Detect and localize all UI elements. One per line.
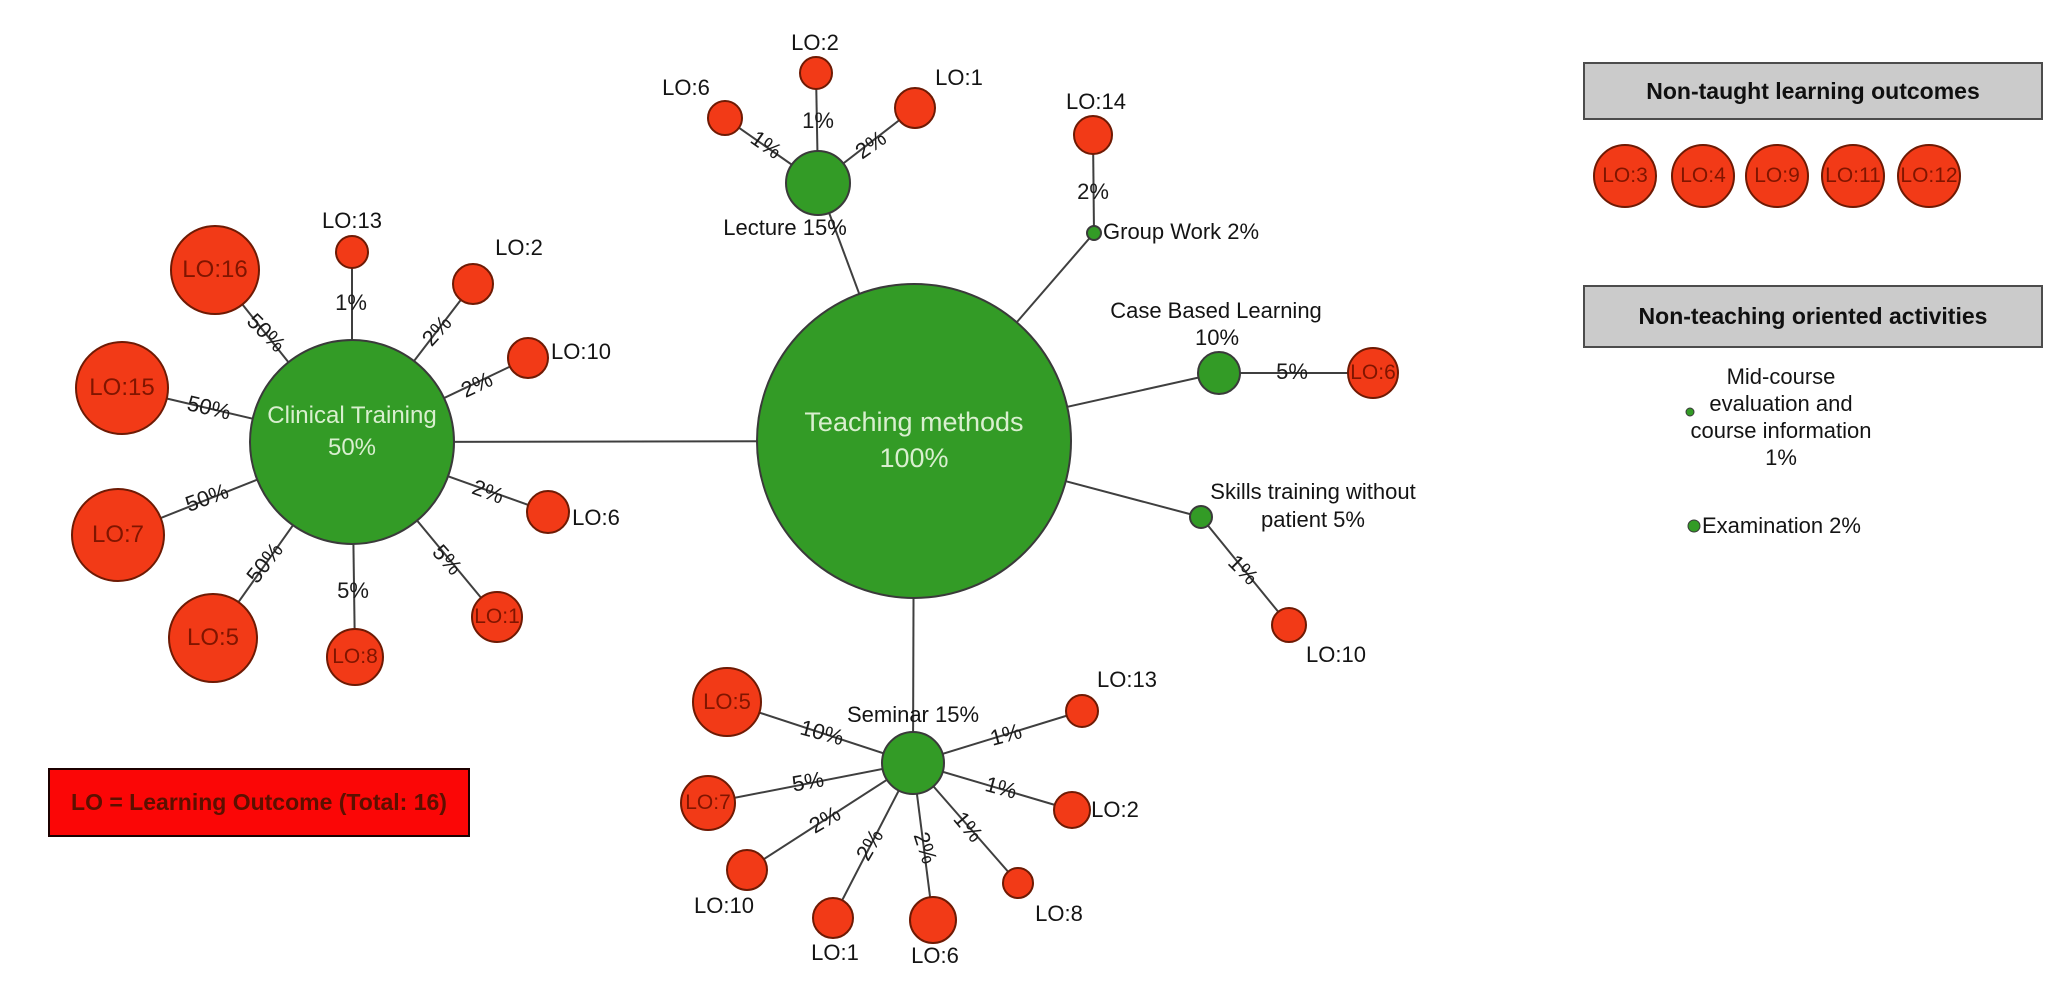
mid-course-line3: course information — [1690, 418, 1872, 443]
non-taught-header: Non-taught learning outcomes — [1583, 62, 2043, 120]
mid-course-line2: evaluation and — [1709, 391, 1853, 416]
outcome-circle-lo2-lecture — [799, 56, 833, 90]
seminar-label: Seminar 15% — [846, 702, 980, 727]
node-clinical-training: Clinical Training 50% — [249, 339, 455, 545]
outcome-circle-lo8-seminar — [1002, 867, 1034, 899]
outcome-label-lo1-lecture: LO:1 — [935, 65, 983, 90]
outcome-circle-lo6-casebased: LO:6 — [1347, 347, 1399, 399]
edge — [707, 762, 914, 804]
outcome-circle-lo10-skills — [1271, 607, 1307, 643]
outcome-circle-lo14-groupwork — [1073, 115, 1113, 155]
outcome-label-lo10-clinical: LO:10 — [551, 339, 611, 364]
outcome-label-lo2-clinical: LO:2 — [495, 235, 543, 260]
outcome-label-lo6-lecture: LO:6 — [662, 75, 710, 100]
edge-percent: 5% — [790, 766, 826, 797]
outcome-label: LO:11 — [1825, 164, 1881, 188]
skills-training-label-line1: Skills training without — [1210, 479, 1416, 504]
lecture-label: Lecture 15% — [723, 215, 847, 240]
outcome-label-lo1-seminar: LO:1 — [811, 940, 859, 965]
outcome-label: LO:3 — [1602, 164, 1648, 188]
outcome-label: LO:12 — [1900, 164, 1958, 188]
outcome-label: LO:4 — [1680, 164, 1726, 188]
mid-course-label: Mid-course evaluation and course informa… — [1691, 363, 1872, 471]
outcome-label-lo2-lecture: LO:2 — [791, 30, 839, 55]
outcome-circle-lo5-clinical: LO:5 — [168, 593, 258, 683]
teaching-methods-label: Teaching methods — [804, 407, 1024, 438]
node-group-work — [1086, 225, 1102, 241]
non-teaching-header: Non-teaching oriented activities — [1583, 285, 2043, 348]
outcome-circle-lo16-clinical: LO:16 — [170, 225, 260, 315]
outcome-label-lo14-groupwork: LO:14 — [1066, 89, 1126, 114]
outcome-circle-lo8-clinical: LO:8 — [326, 628, 384, 686]
outcome-label: LO:15 — [89, 373, 155, 401]
outcome-circle-lo3-nontaught: LO:3 — [1593, 144, 1657, 208]
node-skills-training — [1189, 505, 1213, 529]
outcome-circle-lo1-clinical: LO:1 — [471, 591, 523, 643]
outcome-circle-lo7-seminar: LO:7 — [680, 775, 736, 831]
edge-percent: 1% — [802, 108, 834, 133]
outcome-label-lo8-seminar: LO:8 — [1035, 901, 1083, 926]
outcome-circle-lo7-clinical: LO:7 — [71, 488, 165, 582]
outcome-label-lo2-seminar: LO:2 — [1091, 797, 1139, 822]
examination-label: Examination 2% — [1702, 513, 1861, 538]
outcome-circle-lo6-seminar — [909, 896, 957, 944]
outcome-label: LO:6 — [1350, 361, 1396, 385]
outcome-circle-lo13-seminar — [1065, 694, 1099, 728]
outcome-label: LO:1 — [474, 605, 520, 629]
non-taught-header-label: Non-taught learning outcomes — [1646, 77, 1980, 104]
outcome-circle-lo2-seminar — [1053, 791, 1091, 829]
node-lecture — [785, 150, 851, 216]
outcome-label-lo10-seminar: LO:10 — [694, 893, 754, 918]
outcome-circle-lo1-lecture — [894, 87, 936, 129]
outcome-label: LO:16 — [182, 255, 248, 283]
non-teaching-header-label: Non-teaching oriented activities — [1638, 303, 1988, 329]
skills-training-label-line2: patient 5% — [1261, 507, 1365, 532]
outcome-label-lo6-seminar: LO:6 — [911, 943, 959, 968]
edge — [1200, 516, 1290, 626]
edge-percent: 5% — [1276, 359, 1308, 384]
outcome-circle-lo12-nontaught: LO:12 — [1897, 144, 1961, 208]
node-case-based-learning — [1197, 351, 1241, 395]
outcome-circle-lo15-clinical: LO:15 — [75, 341, 169, 435]
legend-text: LO = Learning Outcome (Total: 16) — [71, 789, 447, 815]
legend-box: LO = Learning Outcome (Total: 16) — [48, 768, 470, 837]
teaching-methods-percent: 100% — [879, 443, 949, 473]
outcome-label: LO:9 — [1754, 164, 1800, 188]
case-based-learning-label: Case Based Learning — [1110, 298, 1322, 323]
outcome-circle-lo1-seminar — [812, 897, 854, 939]
node-teaching-methods: Teaching methods 100% — [756, 283, 1072, 599]
outcome-circle-lo10-clinical — [507, 337, 549, 379]
mid-course-percent: 1% — [1765, 445, 1797, 470]
outcome-label: LO:7 — [685, 791, 731, 815]
outcome-circle-lo5-seminar: LO:5 — [692, 667, 762, 737]
outcome-circle-lo6-clinical — [526, 490, 570, 534]
node-seminar — [881, 731, 945, 795]
outcome-circle-lo6-lecture — [707, 100, 743, 136]
outcome-label-lo13-seminar: LO:13 — [1097, 667, 1157, 692]
outcome-circle-lo4-nontaught: LO:4 — [1671, 144, 1735, 208]
outcome-label-lo10-skills: LO:10 — [1306, 642, 1366, 667]
clinical-training-label: Clinical Training 50% — [267, 402, 437, 461]
outcome-label-lo13-clinical: LO:13 — [322, 208, 382, 233]
edge-percent: 1% — [335, 290, 367, 315]
group-work-label: Group Work 2% — [1103, 219, 1260, 244]
outcome-label-lo6-clinical: LO:6 — [572, 505, 620, 530]
outcome-circle-lo10-seminar — [726, 849, 768, 891]
edge — [746, 762, 914, 871]
outcome-circle-lo9-nontaught: LO:9 — [1745, 144, 1809, 208]
outcome-label: LO:8 — [332, 645, 378, 669]
outcome-circle-lo11-nontaught: LO:11 — [1821, 144, 1885, 208]
outcome-label: LO:5 — [186, 623, 240, 651]
node-examination-dot — [1687, 519, 1701, 533]
mid-course-line1: Mid-course — [1726, 364, 1836, 389]
outcome-circle-lo2-clinical — [452, 263, 494, 305]
outcome-circle-lo13-clinical — [335, 235, 369, 269]
case-based-learning-percent: 10% — [1194, 325, 1240, 350]
node-mid-course-dot — [1685, 407, 1695, 417]
outcome-label: LO:5 — [703, 688, 751, 714]
edge-percent: 5% — [337, 578, 369, 603]
outcome-label: LO:7 — [91, 520, 145, 548]
edge-percent: 2% — [1077, 179, 1109, 204]
